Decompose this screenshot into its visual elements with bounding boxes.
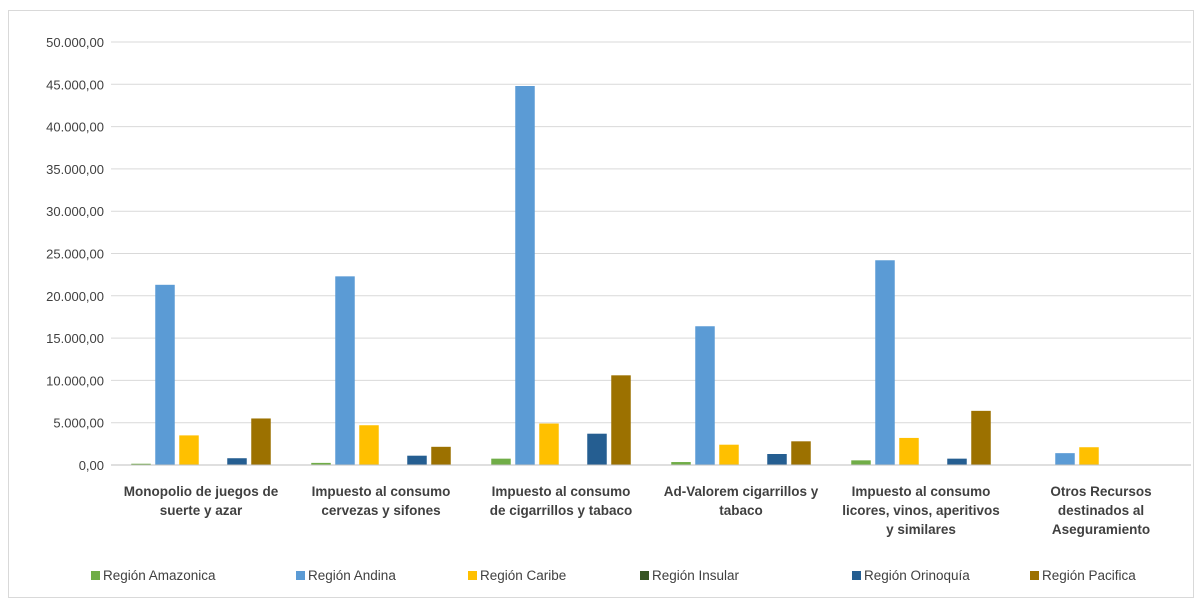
category-label: de cigarrillos y tabaco <box>490 503 633 518</box>
y-axis-ticks: 0,00 5.000,00 10.000,00 15.000,00 20.000,00 2… <box>46 35 104 473</box>
bar <box>491 458 511 465</box>
category-label: Aseguramiento <box>1052 522 1150 537</box>
category-labels: Monopolio de juegos de suerte y azar Impue… <box>124 484 1152 537</box>
y-tick-label: 45.000,00 <box>46 77 104 92</box>
chart-area: 0,00 5.000,00 10.000,00 15.000,00 20.000,00 2… <box>8 10 1194 598</box>
bar <box>131 463 151 465</box>
category-label: Impuesto al consumo <box>312 484 451 499</box>
y-tick-label: 0,00 <box>79 458 104 473</box>
bar <box>587 433 607 465</box>
legend-label: Región Andina <box>308 568 396 583</box>
category-label: Ad-Valorem cigarrillos y <box>664 484 819 499</box>
bar <box>791 441 811 465</box>
bar <box>335 276 355 465</box>
legend-label: Región Caribe <box>480 568 566 583</box>
y-tick-label: 50.000,00 <box>46 35 104 50</box>
legend-swatch <box>468 571 477 580</box>
category-label: destinados al <box>1058 503 1144 518</box>
gridlines <box>111 41 1191 424</box>
legend-label: Región Pacifica <box>1042 568 1136 583</box>
bar <box>407 455 427 465</box>
bar <box>431 446 451 465</box>
category-label: Impuesto al consumo <box>852 484 991 499</box>
bar <box>155 284 175 465</box>
category-label: suerte y azar <box>160 503 243 518</box>
bar <box>899 437 919 465</box>
legend-swatch <box>91 571 100 580</box>
category-label: cervezas y sifones <box>321 503 440 518</box>
bar <box>359 425 379 465</box>
legend-label: Región Insular <box>652 568 740 583</box>
y-tick-label: 35.000,00 <box>46 162 104 177</box>
bar <box>719 444 739 465</box>
category-label: Monopolio de juegos de <box>124 484 279 499</box>
y-tick-label: 30.000,00 <box>46 204 104 219</box>
legend-swatch <box>852 571 861 580</box>
y-tick-label: 40.000,00 <box>46 120 104 135</box>
bar <box>767 454 787 465</box>
bar-chart: 0,00 5.000,00 10.000,00 15.000,00 20.000,00 2… <box>46 35 1191 583</box>
bar <box>515 85 535 465</box>
legend-label: Región Amazonica <box>103 568 216 583</box>
y-tick-label: 10.000,00 <box>46 373 104 388</box>
category-label: tabaco <box>719 503 763 518</box>
y-tick-label: 5.000,00 <box>53 416 104 431</box>
bar <box>1079 447 1099 465</box>
category-label: Impuesto al consumo <box>492 484 631 499</box>
legend: Región Amazonica Región Andina Región Cari… <box>91 568 1136 583</box>
y-tick-label: 20.000,00 <box>46 289 104 304</box>
legend-label: Región Orinoquía <box>864 568 970 583</box>
category-label: licores, vinos, aperitivos <box>842 503 1000 518</box>
bar <box>851 460 871 465</box>
bar <box>251 418 271 465</box>
y-tick-label: 15.000,00 <box>46 331 104 346</box>
bar <box>875 260 895 465</box>
category-label: y similares <box>886 522 956 537</box>
bar <box>227 458 247 465</box>
bar <box>971 410 991 465</box>
legend-swatch <box>640 571 649 580</box>
bar <box>1055 453 1075 465</box>
legend-swatch <box>296 571 305 580</box>
bar <box>671 462 691 465</box>
bar <box>947 458 967 465</box>
bars <box>131 85 1099 465</box>
y-tick-label: 25.000,00 <box>46 247 104 262</box>
bar <box>311 462 331 465</box>
category-label: Otros Recursos <box>1050 484 1151 499</box>
bar <box>695 326 715 465</box>
bar <box>179 435 199 465</box>
legend-swatch <box>1030 571 1039 580</box>
bar <box>539 423 559 465</box>
bar <box>611 375 631 465</box>
